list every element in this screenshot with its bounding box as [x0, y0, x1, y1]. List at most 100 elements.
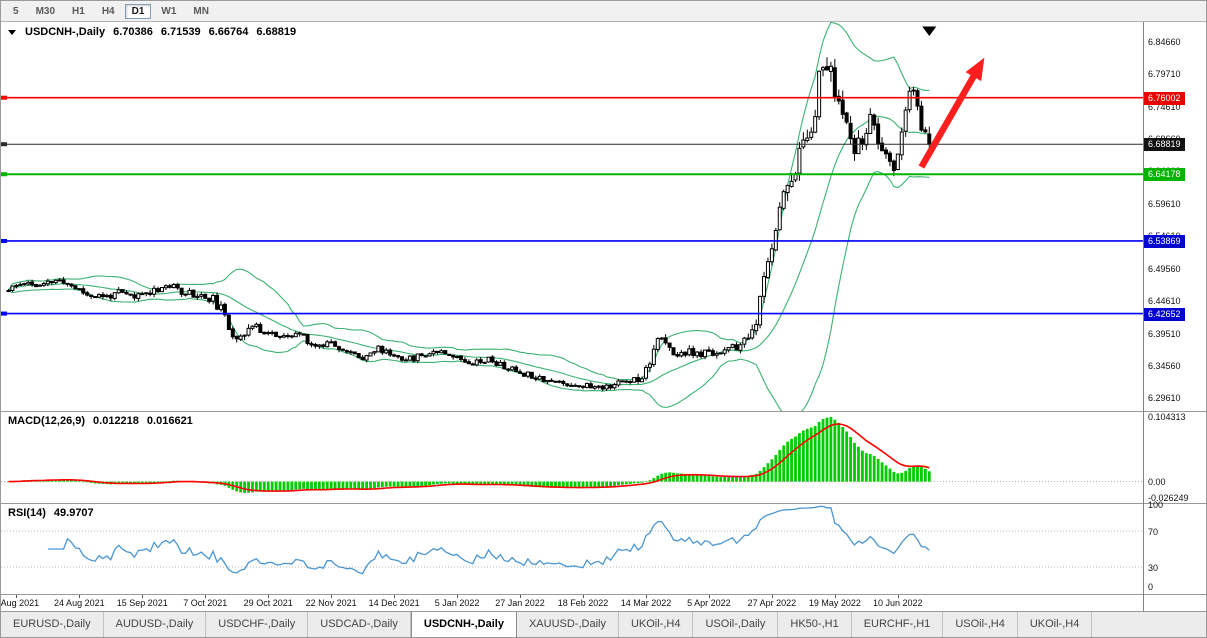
- time-axis-label: 22 Nov 2021: [305, 598, 357, 608]
- rsi-axis-label: 0: [1148, 582, 1154, 592]
- tab-usdchf-daily[interactable]: USDCHF-,Daily: [206, 612, 309, 637]
- time-axis-tick: [520, 595, 522, 598]
- rsi-panel: [1, 505, 1143, 575]
- time-axis-separator: [1, 594, 1206, 595]
- price-axis-label: 6.79710: [1148, 68, 1181, 79]
- rsi-line: [47, 505, 930, 575]
- time-axis-tick: [645, 595, 647, 598]
- timeframe-button-d1[interactable]: D1: [124, 3, 152, 19]
- timeframe-button-w1[interactable]: W1: [161, 5, 177, 17]
- price-badge-6-42652: 6.42652: [1144, 307, 1185, 321]
- trend-arrow[interactable]: [918, 57, 985, 169]
- price-axis-label: 6.29610: [1148, 392, 1181, 403]
- time-axis-label: 5 Jan 2022: [434, 598, 480, 608]
- rsi-title: RSI(14): [8, 507, 46, 519]
- rsi-axis-label: 100: [1148, 500, 1164, 510]
- tab-usdcnh-daily[interactable]: USDCNH-,Daily: [410, 612, 517, 637]
- price-axis-label: 6.59610: [1148, 198, 1181, 209]
- time-axis-label: 29 Oct 2021: [243, 598, 293, 608]
- tab-eurchf-h1[interactable]: EURCHF-,H1: [852, 612, 944, 637]
- timeframe-toolbar: 5 M30 H1 H4 D1 W1 MN: [1, 1, 1206, 22]
- time-axis-tick: [708, 595, 710, 598]
- time-axis-tick: [834, 595, 836, 598]
- time-axis-label: 7 Oct 2021: [183, 598, 228, 608]
- tab-audusd-daily[interactable]: AUDUSD-,Daily: [104, 612, 207, 637]
- time-axis-tick: [771, 595, 773, 598]
- rsi-value: 49.9707: [53, 507, 94, 519]
- time-axis-tick: [16, 595, 18, 598]
- macd-value: 0.012218: [93, 415, 139, 427]
- time-axis-tick: [457, 595, 459, 598]
- timeframe-button-h4[interactable]: H4: [101, 5, 115, 17]
- macd-axis-label: 0.00: [1148, 476, 1166, 487]
- chevron-down-icon[interactable]: [8, 29, 16, 35]
- price-axis-label: 6.74610: [1148, 101, 1181, 112]
- price-badge-6-64178: 6.64178: [1144, 168, 1185, 182]
- time-axis-label: 27 Apr 2022: [747, 598, 797, 608]
- tab-ukoil-h4[interactable]: UKOil-,H4: [619, 612, 694, 637]
- macd-title: MACD(12,26,9): [8, 415, 86, 427]
- line-edge-marker: [1, 142, 7, 147]
- time-axis-label: 5 Apr 2022: [687, 598, 731, 608]
- time-axis-label: 2 Aug 2021: [0, 598, 40, 608]
- line-edge-marker: [1, 311, 7, 316]
- price-axis-label: 6.34560: [1148, 360, 1181, 371]
- tab-usoil-h4[interactable]: USOil-,H4: [943, 612, 1018, 637]
- time-axis-tick: [79, 595, 81, 598]
- line-edge-marker: [1, 172, 7, 177]
- timeframe-button-mn[interactable]: MN: [193, 5, 209, 17]
- tab-ukoil-h4[interactable]: UKOil-,H4: [1018, 612, 1093, 637]
- ohlc-close: 6.68819: [256, 26, 297, 38]
- macd-axis-label: 0.104313: [1148, 412, 1186, 423]
- price-axis-label: 6.39510: [1148, 328, 1181, 339]
- tab-hk50-h1[interactable]: HK50-,H1: [778, 612, 852, 637]
- panel-splitter-macd[interactable]: [1, 411, 1206, 412]
- time-axis-tick: [142, 595, 144, 598]
- time-axis-label: 14 Dec 2021: [368, 598, 420, 608]
- time-axis-tick: [583, 595, 584, 598]
- tab-usoil-daily[interactable]: USOil-,Daily: [693, 612, 779, 637]
- macd-axis-label: -0.026249: [1148, 492, 1189, 503]
- chart-tabs-bar: EURUSD-,Daily AUDUSD-,Daily USDCHF-,Daily U…: [1, 612, 1206, 637]
- line-edge-marker: [1, 95, 7, 100]
- tabs-separator: [1, 611, 1206, 612]
- panel-splitter-rsi[interactable]: [1, 503, 1206, 504]
- time-axis-tick: [205, 595, 207, 598]
- time-axis-tick: [394, 595, 396, 598]
- macd-signal-value: 0.016621: [146, 415, 193, 427]
- price-axis-label: 6.84660: [1148, 36, 1181, 47]
- time-axis-tick: [331, 595, 333, 598]
- time-axis-tick: [897, 595, 899, 598]
- timeframe-button-m30[interactable]: M30: [35, 5, 56, 17]
- down-arrow-marker[interactable]: [922, 26, 937, 37]
- price-badge-6-68819: 6.68819: [1144, 138, 1185, 152]
- candles-layer: [6, 57, 932, 392]
- price-axis-label: 6.44610: [1148, 295, 1181, 306]
- ohlc-open: 6.70386: [113, 26, 153, 38]
- macd-indicator-label: MACD(12,26,9) 0.012218 0.016621: [8, 415, 193, 427]
- timeframe-button-h1[interactable]: H1: [72, 5, 85, 17]
- chart-ohlc-readout: USDCNH-,Daily 6.70386 6.71539 6.66764 6.…: [8, 26, 296, 38]
- price-badge-6-76002: 6.76002: [1144, 91, 1185, 105]
- tab-xauusd-daily[interactable]: XAUUSD-,Daily: [517, 612, 619, 637]
- price-axis-separator: [1143, 22, 1144, 611]
- chart-symbol-label: USDCNH-,Daily: [25, 26, 106, 38]
- tab-usdcad-daily[interactable]: USDCAD-,Daily: [308, 612, 411, 637]
- time-axis-label: 18 Feb 2022: [557, 598, 609, 608]
- time-axis-tick: [268, 595, 270, 598]
- macd-signal-line: [8, 423, 930, 492]
- timeframe-button-5[interactable]: 5: [13, 5, 19, 17]
- ohlc-low: 6.66764: [208, 26, 249, 38]
- time-axis-label: 15 Sep 2021: [116, 598, 168, 608]
- bollinger-bands: [8, 22, 930, 411]
- time-axis-label: 24 Aug 2021: [54, 598, 105, 608]
- tab-eurusd-daily[interactable]: EURUSD-,Daily: [1, 612, 104, 637]
- rsi-axis-label: 30: [1148, 563, 1159, 573]
- time-axis-label: 10 Jun 2022: [873, 598, 923, 608]
- time-axis-label: 19 May 2022: [808, 598, 861, 608]
- main-price-panel: [6, 22, 932, 411]
- time-axis-label: 14 Mar 2022: [620, 598, 672, 608]
- rsi-axis-label: 70: [1148, 527, 1159, 537]
